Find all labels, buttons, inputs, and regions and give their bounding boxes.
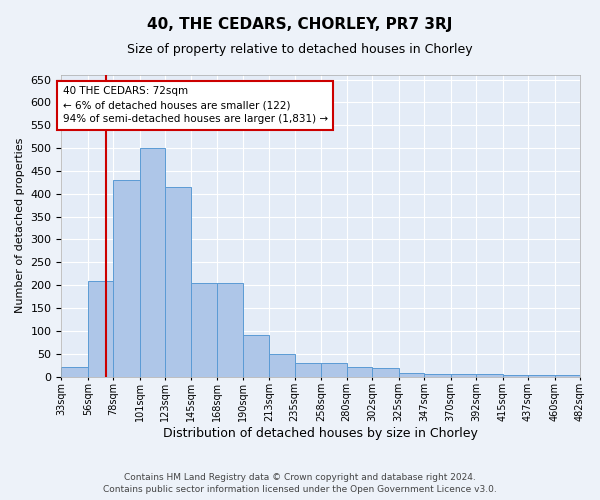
Bar <box>424 374 451 376</box>
Bar <box>451 374 476 376</box>
Text: 40, THE CEDARS, CHORLEY, PR7 3RJ: 40, THE CEDARS, CHORLEY, PR7 3RJ <box>148 18 452 32</box>
Bar <box>476 374 503 376</box>
Bar <box>113 180 140 376</box>
Text: Size of property relative to detached houses in Chorley: Size of property relative to detached ho… <box>127 42 473 56</box>
Bar <box>140 148 166 376</box>
Bar <box>217 283 243 376</box>
Bar <box>61 368 88 376</box>
Bar <box>88 280 113 376</box>
Bar <box>347 368 372 376</box>
Bar <box>191 283 217 376</box>
Bar <box>269 354 295 376</box>
Bar <box>243 336 269 376</box>
Bar <box>166 187 191 376</box>
Bar <box>372 368 398 376</box>
Bar <box>554 375 580 376</box>
Bar <box>321 363 347 376</box>
Y-axis label: Number of detached properties: Number of detached properties <box>15 138 25 314</box>
Text: Contains HM Land Registry data © Crown copyright and database right 2024.: Contains HM Land Registry data © Crown c… <box>124 473 476 482</box>
Bar <box>503 375 528 376</box>
Bar <box>398 373 424 376</box>
X-axis label: Distribution of detached houses by size in Chorley: Distribution of detached houses by size … <box>163 427 478 440</box>
Text: Contains public sector information licensed under the Open Government Licence v3: Contains public sector information licen… <box>103 484 497 494</box>
Bar <box>528 375 554 376</box>
Text: 40 THE CEDARS: 72sqm
← 6% of detached houses are smaller (122)
94% of semi-detac: 40 THE CEDARS: 72sqm ← 6% of detached ho… <box>62 86 328 124</box>
Bar <box>295 363 321 376</box>
